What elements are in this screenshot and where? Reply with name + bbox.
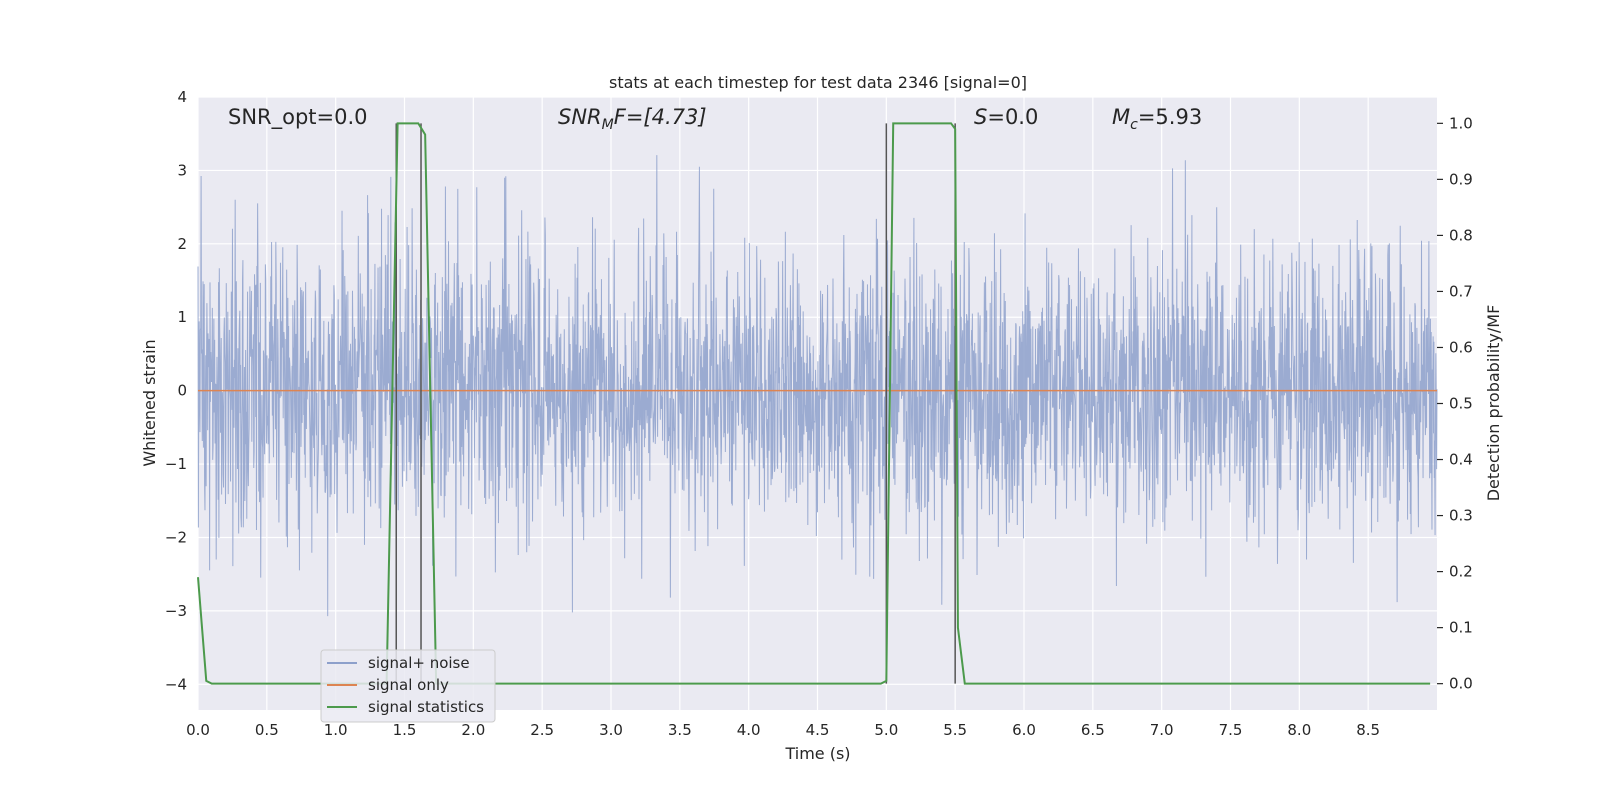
y2-tick-label: 0.4	[1449, 451, 1473, 469]
y-tick-label: 2	[177, 235, 187, 253]
y-axis-ticks: 4 3 2 1 0 −1 −2 −3 −4	[165, 88, 187, 693]
y2-tick-label: 0.1	[1449, 619, 1473, 637]
x-tick-label: 3.5	[668, 721, 692, 739]
x-tick-label: 3.0	[599, 721, 623, 739]
y2-tick-label: 1.0	[1449, 114, 1473, 132]
x-tick-label: 1.5	[393, 721, 417, 739]
x-tick-label: 0.0	[186, 721, 210, 739]
annotation-s: S=0.0	[974, 105, 1038, 129]
x-tick-label: 6.0	[1012, 721, 1036, 739]
x-axis-label: Time (s)	[784, 744, 850, 763]
series-signal-noise	[197, 155, 1438, 617]
y-tick-label: −3	[165, 602, 187, 620]
y-tick-label: −2	[165, 528, 187, 546]
series-signal-statistics	[197, 122, 1431, 685]
x-tick-label: 0.5	[255, 721, 279, 739]
x-axis-ticks: 0.0 0.5 1.0 1.5 2.0 2.5 3.0 3.5 4.0 4.5 5.0 5.5 6.0 6…	[186, 721, 1380, 739]
x-tick-label: 8.5	[1356, 721, 1380, 739]
signal-statistics-line	[197, 122, 1431, 685]
y2-tick-label: 0.3	[1449, 507, 1473, 525]
x-tick-label: 5.5	[943, 721, 967, 739]
y-tick-label: 4	[177, 88, 187, 106]
y2-tick-label: 0.0	[1449, 675, 1473, 693]
legend-box	[320, 649, 496, 723]
y2-tick-label: 0.8	[1449, 226, 1473, 244]
y2-tick-label: 0.5	[1449, 395, 1473, 413]
legend-label-signal-statistics: signal statistics	[368, 698, 484, 716]
x-tick-label: 4.5	[806, 721, 830, 739]
x-tick-label: 7.0	[1150, 721, 1174, 739]
y-tick-label: −4	[165, 675, 187, 693]
y2-tick-label: 0.9	[1449, 170, 1473, 188]
x-tick-label: 6.5	[1081, 721, 1105, 739]
y-tick-label: 3	[177, 161, 187, 179]
x-tick-label: 1.0	[324, 721, 348, 739]
annotation-snr-opt: SNR_opt=0.0	[228, 105, 368, 130]
legend: signal+ noise signal only signal statist…	[320, 649, 496, 723]
x-tick-label: 8.0	[1287, 721, 1311, 739]
signal-noise-line	[197, 155, 1438, 617]
y-tick-label: 0	[177, 382, 187, 400]
chart-title: stats at each timestep for test data 234…	[609, 73, 1027, 92]
y-tick-label: 1	[177, 308, 187, 326]
y2-axis-ticks: 1.0 0.9 0.8 0.7 0.6 0.5 0.4 0.3 0.2 0.1 0.0	[1437, 114, 1473, 693]
y2-tick-label: 0.7	[1449, 282, 1473, 300]
x-tick-label: 4.0	[737, 721, 761, 739]
annotation-snr-mf: SNRMF=[4.73]	[558, 105, 707, 133]
y2-tick-label: 0.2	[1449, 563, 1473, 581]
legend-label-signal-noise: signal+ noise	[368, 654, 470, 672]
y-tick-label: −1	[165, 455, 187, 473]
y2-tick-label: 0.6	[1449, 338, 1473, 356]
y2-axis-label: Detection probability/MF	[1484, 305, 1503, 502]
x-tick-label: 2.0	[461, 721, 485, 739]
x-tick-label: 7.5	[1219, 721, 1243, 739]
annotation-mc: Mc=5.93	[1112, 105, 1202, 133]
y-axis-label: Whitened strain	[140, 339, 159, 466]
x-tick-label: 2.5	[530, 721, 554, 739]
x-tick-label: 5.0	[874, 721, 898, 739]
legend-label-signal-only: signal only	[368, 676, 449, 694]
